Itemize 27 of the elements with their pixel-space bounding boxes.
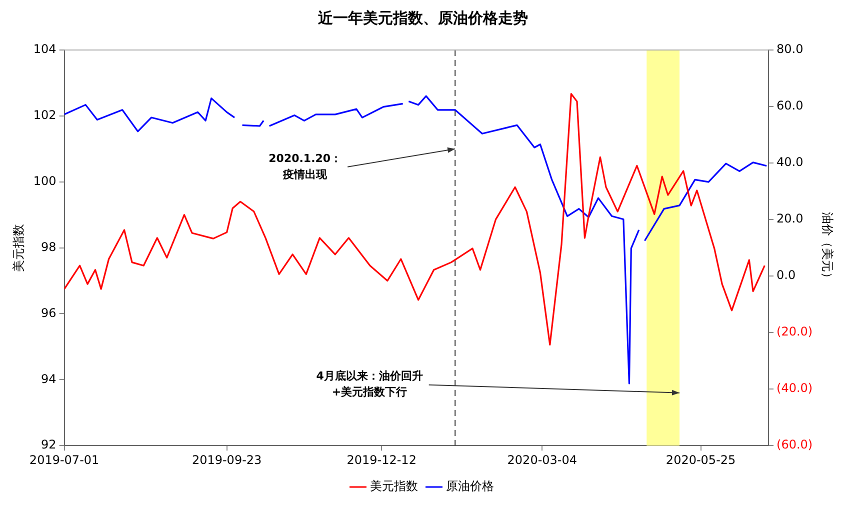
x-tick-label: 2020-03-04 (507, 452, 578, 467)
y-tick-label: 100 (33, 174, 56, 188)
y2-tick-label: 0.0 (776, 268, 796, 282)
y2-tick-label: 60.0 (776, 98, 804, 113)
annotation: 4月底以来：油价回升+美元指数下行 (316, 370, 423, 399)
legend-label: 原油价格 (446, 479, 494, 494)
legend-label: 美元指数 (370, 479, 418, 494)
chart-title: 近一年美元指数、原油价格走势 (317, 8, 528, 27)
y2-tick-label: (40.0) (776, 381, 813, 396)
y-tick-label: 98 (41, 240, 56, 254)
annotation: 2020.1.20：疫情出现 (268, 152, 342, 181)
y-tick-label: 94 (41, 372, 56, 386)
x-tick-label: 2019-09-23 (192, 452, 262, 467)
y2-tick-label: 40.0 (776, 155, 804, 170)
y2-axis-title: 油价（美元） (820, 212, 835, 284)
y2-tick-label: (20.0) (776, 324, 813, 339)
x-tick-label: 2019-12-12 (346, 452, 416, 467)
x-tick-label: 2020-05-25 (666, 452, 736, 467)
y2-tick-label: (60.0) (776, 438, 813, 452)
y2-tick-label: 80.0 (776, 42, 804, 56)
y-tick-label: 96 (41, 306, 56, 320)
y-tick-label: 102 (33, 108, 56, 122)
x-tick-label: 2019-07-01 (29, 452, 100, 467)
y-tick-label: 92 (41, 438, 56, 452)
y-tick-label: 104 (33, 42, 56, 56)
y-axis-title: 美元指数 (11, 224, 26, 272)
y2-tick-label: 20.0 (776, 212, 804, 226)
